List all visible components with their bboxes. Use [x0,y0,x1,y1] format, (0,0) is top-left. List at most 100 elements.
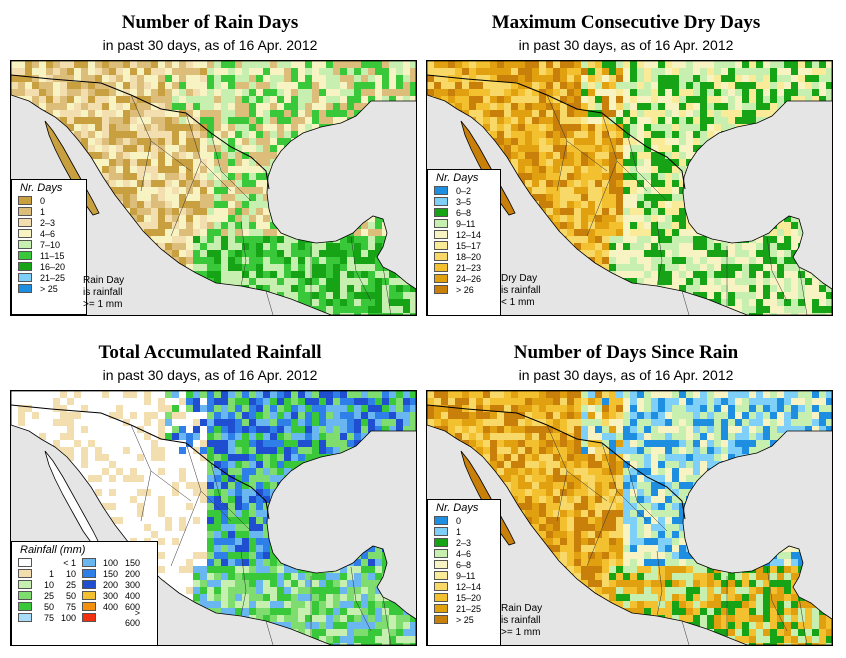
legend-item: 12–14 [428,229,500,240]
legend-range-high: 100 [60,612,76,623]
legend-swatch [434,252,448,261]
legend-item: 21–25 [428,603,500,614]
legend-swatch [18,273,32,282]
legend-column-left: < 1 1 10 10 25 25 50 50 75 75 100 [12,557,76,623]
legend-range-low: 10 [43,579,54,590]
state-border [170,490,202,567]
legend-swatch [82,613,96,622]
legend-item: 1 [428,526,500,537]
legend-title: Rainfall (mm) [20,544,86,556]
legend-swatch [18,262,32,271]
legend-swatch [434,263,448,272]
map-days-since-rain: Nr. Days 0 1 2–3 4–6 6–8 9–11 12–14 15–20 21–25 >… [426,390,833,646]
panel-consecutive-dry-days: Maximum Consecutive Dry Days in past 30 … [416,0,836,320]
state-border [265,290,274,315]
legend-item: 15–17 [428,240,500,251]
legend-item: 0 [428,515,500,526]
note-line: >= 1 mm [83,299,123,310]
legend-label: 11–15 [40,250,65,261]
legend-swatch [18,591,32,600]
baja-peninsula [460,120,516,216]
legend-range-high: 75 [65,601,76,612]
legend-item: > 25 [12,283,86,294]
legend-swatch [434,208,448,217]
state-border [382,596,392,645]
state-border [626,132,668,202]
legend-label: 4–6 [40,228,56,239]
legend: Rainfall (mm) < 1 1 10 10 25 25 50 50 75 75 100 10… [11,541,158,645]
legend-range-high: 600 [124,601,140,612]
map-rain-days: Nr. Days 0 1 2–3 4–6 7–10 11–15 16–20 21–25 > 25… [10,60,417,316]
legend-swatch [434,615,448,624]
panel-subtitle: in past 30 days, as of 16 Apr. 2012 [102,367,318,383]
legend-item: 24–26 [428,273,500,284]
legend: Nr. Days 0–2 3–5 6–8 9–11 12–14 15–17 18–20 21–… [427,169,501,315]
legend-swatch [18,251,32,260]
land-pixels [11,391,416,645]
legend-item: 0 [12,195,86,206]
note-line: Rain Day [501,603,543,614]
state-border [210,132,252,202]
legend-item: 200 300 [76,579,140,590]
note-line: Rain Day [83,275,125,286]
legend-rows: 0 1 2–3 4–6 6–8 9–11 12–14 15–20 21–25 > 25 [428,515,500,625]
legend-range-high: 25 [65,579,76,590]
definition-note: Rain Day is rainfall >= 1 mm [83,275,124,311]
note-line: >= 1 mm [501,627,541,638]
panel-title: Maximum Consecutive Dry Days [491,12,761,33]
legend-item: 2–3 [12,217,86,228]
legend-label: 6–8 [456,207,472,218]
legend-item: 12–14 [428,581,500,592]
legend-swatch [434,604,448,613]
legend-swatch [18,580,32,589]
state-border [170,160,202,237]
legend-label: 6–8 [456,559,472,570]
legend-swatch [18,602,32,611]
note-line: < 1 mm [501,297,535,308]
legend-item: 300 400 [76,590,140,601]
panel-subtitle: in past 30 days, as of 16 Apr. 2012 [102,37,318,53]
state-border [766,236,788,302]
legend-label: 24–26 [456,273,482,284]
legend-label: 3–5 [456,196,472,207]
legend-item: 11–15 [12,250,86,261]
legend-label: 15–20 [456,592,482,603]
coastline [427,61,832,315]
legend-swatch [18,284,32,293]
definition-note: Rain Day is rainfall >= 1 mm [501,603,542,639]
note-line: Dry Day [501,273,538,284]
legend-label: 21–23 [456,262,482,273]
legend-range-high: > 600 [124,607,140,628]
legend-item: 9–11 [428,218,500,229]
legend-label: > 25 [456,614,474,625]
legend-swatch [18,558,32,567]
map-graphic [11,391,416,645]
legend-swatch [434,285,448,294]
map-dry-days: Nr. Days 0–2 3–5 6–8 9–11 12–14 15–17 18–20 21–… [426,60,833,316]
state-border [626,462,668,532]
legend-swatch [434,549,448,558]
state-border [586,490,618,567]
panel-subtitle: in past 30 days, as of 16 Apr. 2012 [518,37,734,53]
coastline [11,391,416,645]
legend-item: > 600 [76,608,140,628]
state-border [240,550,247,617]
legend-item: 7–10 [12,239,86,250]
legend-rows: 0–2 3–5 6–8 9–11 12–14 15–17 18–20 21–23 24–26 > … [428,185,500,295]
panel-days-since-rain: Number of Days Since Rain in past 30 day… [416,330,836,650]
legend-label: 0–2 [456,185,472,196]
legend-range-low: 300 [102,590,118,601]
legend-item: > 26 [428,284,500,295]
legend-label: 15–17 [456,240,482,251]
legend-range-high: < 1 [63,557,76,568]
legend-swatch [18,229,32,238]
state-border [766,566,788,632]
panel-title: Number of Rain Days [121,12,299,33]
state-border [681,290,690,315]
legend-swatch [434,241,448,250]
legend-title: Nr. Days [20,182,63,194]
legend-label: > 25 [40,283,58,294]
legend-swatch [82,558,96,567]
legend-range-low: 150 [102,568,118,579]
state-border [586,160,618,237]
